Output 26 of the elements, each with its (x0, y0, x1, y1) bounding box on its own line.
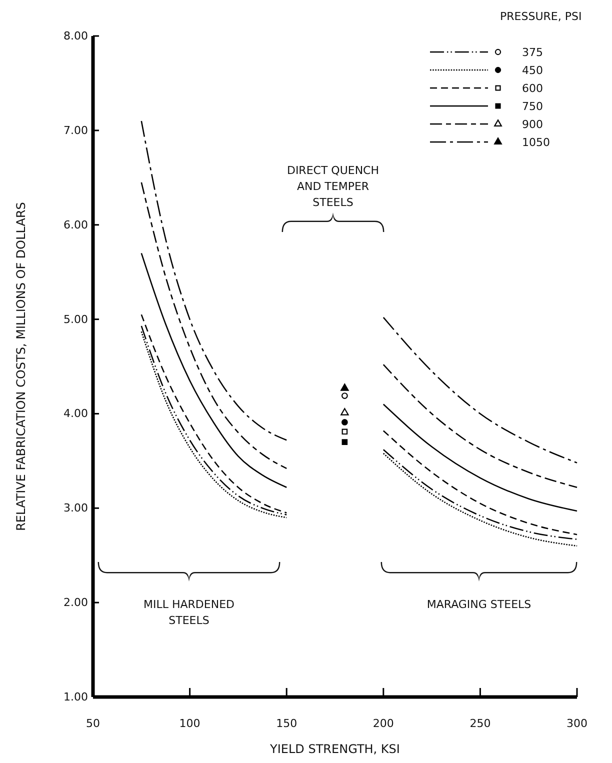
legend-label: 600 (522, 82, 543, 95)
x-tick-label: 100 (179, 716, 200, 730)
x-tick-label: 150 (276, 716, 298, 730)
y-tick-label: 5.00 (64, 312, 88, 326)
annotation: MARAGING STEELS (426, 598, 532, 611)
y-tick-label: 8.00 (64, 30, 88, 43)
legend-label: 750 (522, 100, 543, 113)
y-tick-label: 4.00 (64, 407, 88, 420)
x-tick-label: 300 (566, 716, 588, 730)
legend-label: 450 (522, 64, 543, 77)
y-tick-label: 3.00 (64, 502, 88, 515)
legend-title: PRESSURE, PSI (500, 10, 582, 23)
y-tick-label: 2.00 (64, 596, 88, 610)
x-tick-label: 250 (470, 716, 491, 730)
y-tick-label: 6.00 (64, 218, 88, 232)
legend-label: 375 (522, 46, 543, 59)
annotation: MILL HARDENED STEELS (144, 598, 234, 627)
x-tick-label: 200 (372, 716, 394, 730)
x-axis-title: YIELD STRENGTH, KSI (269, 742, 400, 756)
y-tick-label: 1.00 (64, 690, 88, 704)
legend-label: 1050 (522, 136, 550, 149)
y-tick-label: 7.00 (64, 124, 88, 137)
legend-label: 900 (522, 118, 543, 131)
annotation: DIRECT QUENCH AND TEMPER STEELS (286, 164, 380, 209)
x-tick-label: 50 (86, 716, 100, 730)
y-axis-title: RELATIVE FABRICATION COSTS, MILLIONS OF DOLLARS (14, 202, 28, 531)
